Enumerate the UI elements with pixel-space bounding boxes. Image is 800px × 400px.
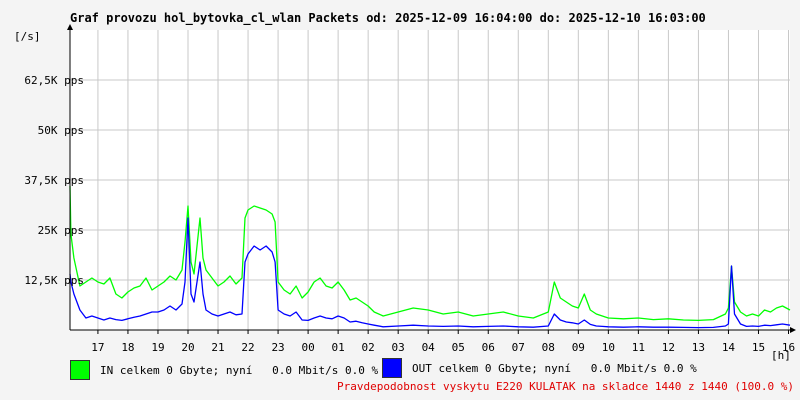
x-tick-label-17: 10 — [602, 341, 615, 354]
x-tick-label-1: 18 — [121, 341, 134, 354]
x-tick-label-21: 14 — [722, 341, 736, 354]
x-tick-label-9: 02 — [362, 341, 375, 354]
x-tick-label-2: 19 — [151, 341, 164, 354]
x-tick-label-19: 12 — [662, 341, 675, 354]
x-tick-label-0: 17 — [91, 341, 104, 354]
x-tick-label-14: 07 — [512, 341, 525, 354]
legend-in-swatch — [70, 360, 90, 380]
footnote: Pravdepodobnost vyskytu E220 KULATAK na … — [337, 380, 794, 393]
x-tick-label-11: 04 — [422, 341, 436, 354]
legend-out: OUT celkem 0 Gbyte; nyní 0.0 Mbit/s 0.0 … — [382, 358, 697, 378]
x-tick-label-3: 20 — [181, 341, 194, 354]
x-tick-label-8: 01 — [331, 341, 344, 354]
y-tick-label-4: 62,5K pps — [24, 74, 84, 87]
x-tick-label-6: 23 — [271, 341, 284, 354]
x-tick-label-15: 08 — [542, 341, 555, 354]
x-tick-label-20: 13 — [692, 341, 705, 354]
y-tick-label-2: 37,5K pps — [24, 174, 84, 187]
x-tick-label-12: 05 — [452, 341, 465, 354]
legend-in: IN celkem 0 Gbyte; nyní 0.0 Mbit/s 0.0 % — [70, 360, 378, 380]
legend-out-text: OUT celkem 0 Gbyte; nyní 0.0 Mbit/s 0.0 … — [412, 362, 697, 375]
x-axis-arrow — [790, 327, 796, 333]
x-tick-label-16: 09 — [572, 341, 585, 354]
y-axis-arrow — [67, 24, 73, 30]
y-tick-label-1: 25K pps — [38, 224, 84, 237]
x-tick-label-13: 06 — [482, 341, 495, 354]
x-tick-label-7: 00 — [301, 341, 314, 354]
y-tick-label-0: 12,5K pps — [24, 274, 84, 287]
legend-out-swatch — [382, 358, 402, 378]
x-tick-label-18: 11 — [632, 341, 645, 354]
x-tick-labels: 17 18 19 20 21 22 23 00 01 02 03 04 05 06 07 08 09 10 11 12… — [91, 341, 795, 354]
legend-in-text: IN celkem 0 Gbyte; nyní 0.0 Mbit/s 0.0 % — [100, 364, 378, 377]
x-tick-label-10: 03 — [392, 341, 405, 354]
x-tick-label-22: 15 — [752, 341, 765, 354]
x-tick-label-23: 16 — [782, 341, 795, 354]
x-tick-label-4: 21 — [211, 341, 224, 354]
x-tick-label-5: 22 — [241, 341, 254, 354]
y-tick-label-3: 50K pps — [38, 124, 84, 137]
